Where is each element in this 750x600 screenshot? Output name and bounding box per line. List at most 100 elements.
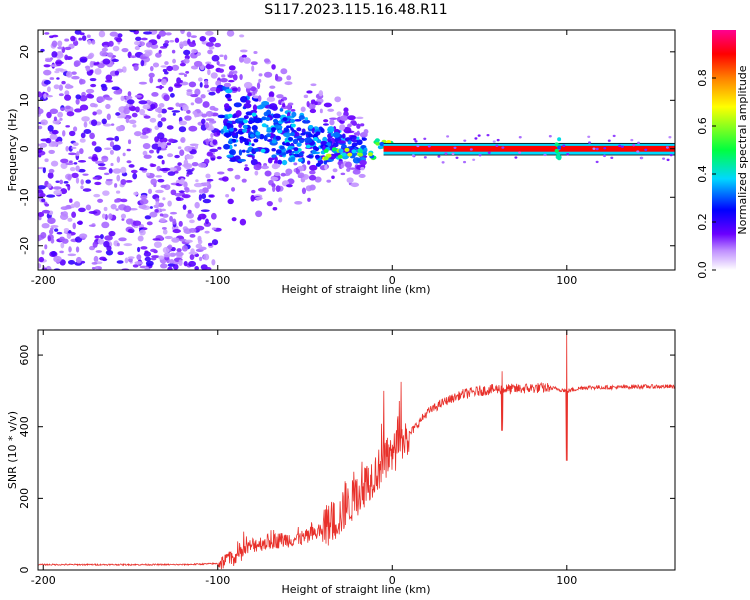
heatmap-cell — [60, 107, 66, 111]
heatmap-cell — [253, 138, 259, 143]
heatmap-cell — [181, 194, 191, 199]
heatmap-cell — [145, 260, 154, 267]
heatmap-cell — [332, 142, 339, 148]
heatmap-cell — [160, 65, 168, 68]
heatmap-cell — [315, 162, 321, 167]
heatmap-cell — [64, 94, 72, 101]
heatmap-cell — [211, 239, 219, 246]
heatmap-cell — [323, 119, 329, 123]
heatmap-cell — [207, 49, 213, 55]
heatmap-cell — [155, 197, 160, 203]
heatmap-carrier-edge — [383, 142, 675, 144]
heatmap-cell — [308, 174, 317, 181]
heatmap-cell — [232, 70, 238, 74]
heatmap-cell — [329, 119, 335, 126]
heatmap-cell — [238, 123, 243, 129]
heatmap-cell — [250, 61, 258, 66]
heatmap-cell — [149, 149, 154, 154]
heatmap-cell — [116, 174, 121, 182]
heatmap-cell — [133, 131, 142, 137]
heatmap-cell — [243, 119, 249, 124]
heatmap-cell — [189, 233, 196, 238]
heatmap-cell — [327, 126, 335, 133]
heatmap-cell — [218, 68, 225, 73]
heatmap-cell — [271, 183, 276, 188]
heatmap-cell — [207, 89, 211, 93]
heatmap-cell — [562, 144, 566, 147]
heatmap-cell — [86, 34, 91, 38]
heatmap-cell — [307, 197, 311, 202]
heatmap-cell — [194, 88, 201, 96]
heatmap-cell — [251, 143, 255, 147]
heatmap-cell — [271, 64, 276, 70]
heatmap-cell — [234, 174, 241, 180]
heatmap-cell — [595, 147, 599, 151]
heatmap-cell — [51, 40, 58, 48]
heatmap-cell — [128, 119, 137, 124]
heatmap-cell — [106, 245, 112, 251]
heatmap-cell — [78, 207, 86, 213]
heatmap-cell — [178, 120, 188, 126]
heatmap-cell — [184, 145, 193, 152]
heatmap-cell — [269, 85, 276, 89]
heatmap-cell — [284, 81, 293, 86]
heatmap-cell — [174, 154, 180, 159]
heatmap-cell — [227, 140, 233, 145]
heatmap-cell — [205, 218, 209, 225]
heatmap-cell — [665, 146, 669, 149]
heatmap-cell — [64, 46, 72, 51]
heatmap-cell — [283, 132, 292, 138]
heatmap-cell — [108, 213, 113, 220]
heatmap-cell — [59, 250, 64, 254]
heatmap-cell — [198, 213, 207, 220]
heatmap-cell — [53, 84, 60, 90]
heatmap-cell — [637, 141, 641, 145]
heatmap-cell — [40, 48, 45, 52]
heatmap-cell — [152, 238, 161, 241]
heatmap-cell — [238, 56, 244, 63]
heatmap-cell — [101, 213, 106, 219]
heatmap-cell — [204, 80, 209, 86]
heatmap-cell — [290, 123, 296, 128]
heatmap-cell — [198, 194, 202, 201]
heatmap-cell — [47, 125, 54, 132]
heatmap-cell — [155, 189, 164, 194]
heatmap-cell — [194, 266, 199, 270]
heatmap-cell — [323, 159, 328, 165]
heatmap-cell — [217, 146, 222, 150]
heatmap-cell — [78, 37, 83, 41]
heatmap-cell — [71, 211, 77, 218]
heatmap-cell — [231, 187, 236, 192]
heatmap-cell — [120, 166, 127, 174]
heatmap-cell — [239, 96, 248, 103]
heatmap-cell — [308, 102, 316, 110]
heatmap-cell — [377, 145, 383, 150]
heatmap-cell — [54, 228, 59, 232]
heatmap-cell — [182, 204, 187, 210]
heatmap-cell — [272, 113, 281, 119]
heatmap-cell — [227, 167, 234, 172]
heatmap-cell — [134, 94, 142, 98]
heatmap-cell — [148, 72, 155, 78]
snr-x-label: Height of straight line (km) — [281, 583, 430, 596]
heatmap-cell — [215, 80, 222, 87]
heatmap-cell — [97, 163, 106, 167]
heatmap-cell — [155, 107, 162, 113]
heatmap-cell — [274, 172, 281, 177]
heatmap-cell — [194, 201, 200, 209]
heatmap-cell — [258, 73, 263, 77]
spectrogram-xtick-label: 0 — [389, 274, 396, 287]
heatmap-cell — [38, 185, 46, 190]
heatmap-cell — [65, 83, 71, 89]
heatmap-cell — [336, 111, 342, 117]
heatmap-cell — [187, 209, 192, 214]
heatmap-cell — [243, 81, 253, 89]
heatmap-cell — [168, 86, 174, 92]
snr-frame — [37, 329, 676, 571]
heatmap-cell — [587, 135, 591, 138]
colorbar-gradient — [712, 30, 736, 270]
heatmap-cell — [186, 89, 193, 93]
heatmap-cell — [233, 102, 242, 108]
heatmap-cell — [164, 71, 169, 75]
heatmap-cell — [343, 107, 349, 113]
